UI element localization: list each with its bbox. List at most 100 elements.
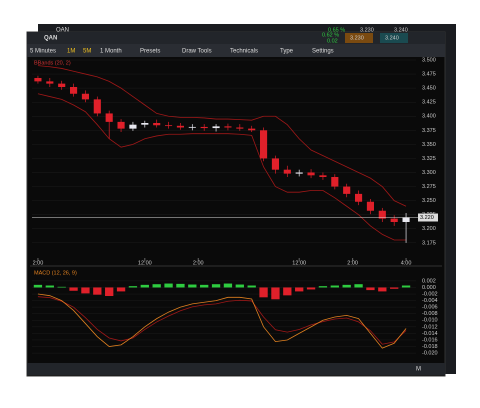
candle-body <box>355 193 363 202</box>
interval[interactable]: 5 Minutes <box>30 49 56 55</box>
bb-lower <box>37 93 407 241</box>
histogram-bar <box>33 284 43 288</box>
signal-line <box>37 296 407 345</box>
technicals[interactable]: Technicals <box>230 49 258 55</box>
candle-body <box>105 113 113 122</box>
histogram-bar <box>318 286 328 288</box>
presets[interactable]: Presets <box>140 49 160 55</box>
y-tick-label: 3.200 <box>422 226 436 232</box>
histogram-bar <box>283 287 292 296</box>
y-tick-label: 3.500 <box>422 57 436 63</box>
x-tick-label: 2:00 <box>347 260 358 266</box>
histogram-bar <box>57 286 66 288</box>
histogram-bar <box>152 284 161 288</box>
y-tick-label: 3.425 <box>422 100 436 106</box>
histogram-bar <box>306 287 316 290</box>
histogram-bar <box>401 285 411 288</box>
candle-body <box>319 175 327 177</box>
x-tick-label: 12:00 <box>138 260 152 266</box>
histogram-bar <box>128 286 138 288</box>
y-tick-label: 3.375 <box>422 128 436 134</box>
histogram-bar <box>188 284 197 288</box>
histogram-bar <box>105 287 114 297</box>
candle-body <box>307 172 315 176</box>
histogram-bar <box>235 284 244 288</box>
range-5m[interactable]: 5M <box>83 49 91 55</box>
histogram-bar <box>211 284 221 288</box>
histogram-bar <box>69 287 78 291</box>
candle-body <box>236 127 244 129</box>
candle-body <box>153 123 161 126</box>
histogram-bar <box>390 287 399 289</box>
candle-body <box>378 210 386 219</box>
candle-body <box>271 158 279 170</box>
macd-legend: MACD (12, 26, 9) <box>34 270 77 276</box>
y-tick-label: -0.020 <box>422 351 438 357</box>
macd-line <box>37 293 407 349</box>
y-tick-label: -0.014 <box>422 331 438 337</box>
histogram-bar <box>176 283 185 288</box>
y-tick-label: 3.275 <box>422 184 436 190</box>
x-tick-label: 12:00 <box>292 260 306 266</box>
symbol[interactable]: QAN <box>44 36 57 42</box>
y-tick-label: -0.008 <box>422 311 438 317</box>
last-price-label: 3.220 <box>420 215 434 221</box>
back-bid: 3.230 <box>360 27 374 33</box>
candle-body <box>200 126 208 129</box>
candle-body <box>248 128 256 131</box>
histogram-bar <box>200 284 209 288</box>
histogram-bar <box>378 287 387 292</box>
histogram-bar <box>81 287 90 294</box>
back-ask: 3.240 <box>394 27 408 33</box>
y-tick-label: 3.450 <box>422 86 436 92</box>
histogram-bar <box>45 285 54 288</box>
bid-box <box>345 33 373 43</box>
y-tick-label: 0.000 <box>422 285 436 291</box>
x-tick-label: 2:00 <box>33 260 44 266</box>
draw-tools[interactable]: Draw Tools <box>182 49 212 55</box>
histogram-bar <box>342 284 351 288</box>
histogram-bar <box>247 285 256 288</box>
y-tick-label: -0.012 <box>422 324 438 330</box>
histogram-bar <box>259 287 268 298</box>
bb-upper <box>37 65 407 207</box>
x-tick-label: 2:00 <box>193 260 204 266</box>
candle-body <box>366 201 374 211</box>
histogram-bar <box>295 287 304 292</box>
y-tick-label: -0.016 <box>422 337 438 343</box>
y-tick-label: 3.325 <box>422 156 436 162</box>
y-tick-label: 3.175 <box>422 240 436 246</box>
y-tick-label: 3.350 <box>422 142 436 148</box>
candle-body <box>129 124 137 129</box>
y-tick-label: 3.475 <box>422 72 436 78</box>
window <box>26 31 446 377</box>
status-mode[interactable]: M <box>416 367 421 373</box>
candle-body <box>176 125 184 128</box>
change-abs: 0.02 <box>327 38 338 44</box>
status-bar <box>27 363 445 375</box>
settings[interactable]: Settings <box>312 49 334 55</box>
candle-body <box>402 217 410 222</box>
last-price-box <box>418 213 438 222</box>
bid: 3.230 <box>350 35 364 41</box>
y-tick-label: -0.004 <box>422 298 438 304</box>
candle-body <box>58 83 66 87</box>
candle-body <box>141 123 149 125</box>
candle-body <box>390 218 398 222</box>
y-tick-label: -0.018 <box>422 344 438 350</box>
y-tick-label: 3.400 <box>422 114 436 120</box>
type[interactable]: Type <box>280 49 294 55</box>
histogram-bar <box>354 284 363 288</box>
period[interactable]: 1 Month <box>100 49 122 55</box>
candle-body <box>93 99 101 114</box>
ask-box <box>380 33 408 43</box>
range-1m[interactable]: 1M <box>67 49 75 55</box>
candle-body <box>34 78 42 82</box>
toolbar <box>27 44 445 57</box>
x-tick-label: 4:00 <box>401 260 412 266</box>
y-tick-label: 3.300 <box>422 170 436 176</box>
y-tick-label: -0.006 <box>422 305 438 311</box>
candle-body <box>260 130 268 159</box>
candle-body <box>70 87 78 94</box>
candle-body <box>283 169 291 174</box>
